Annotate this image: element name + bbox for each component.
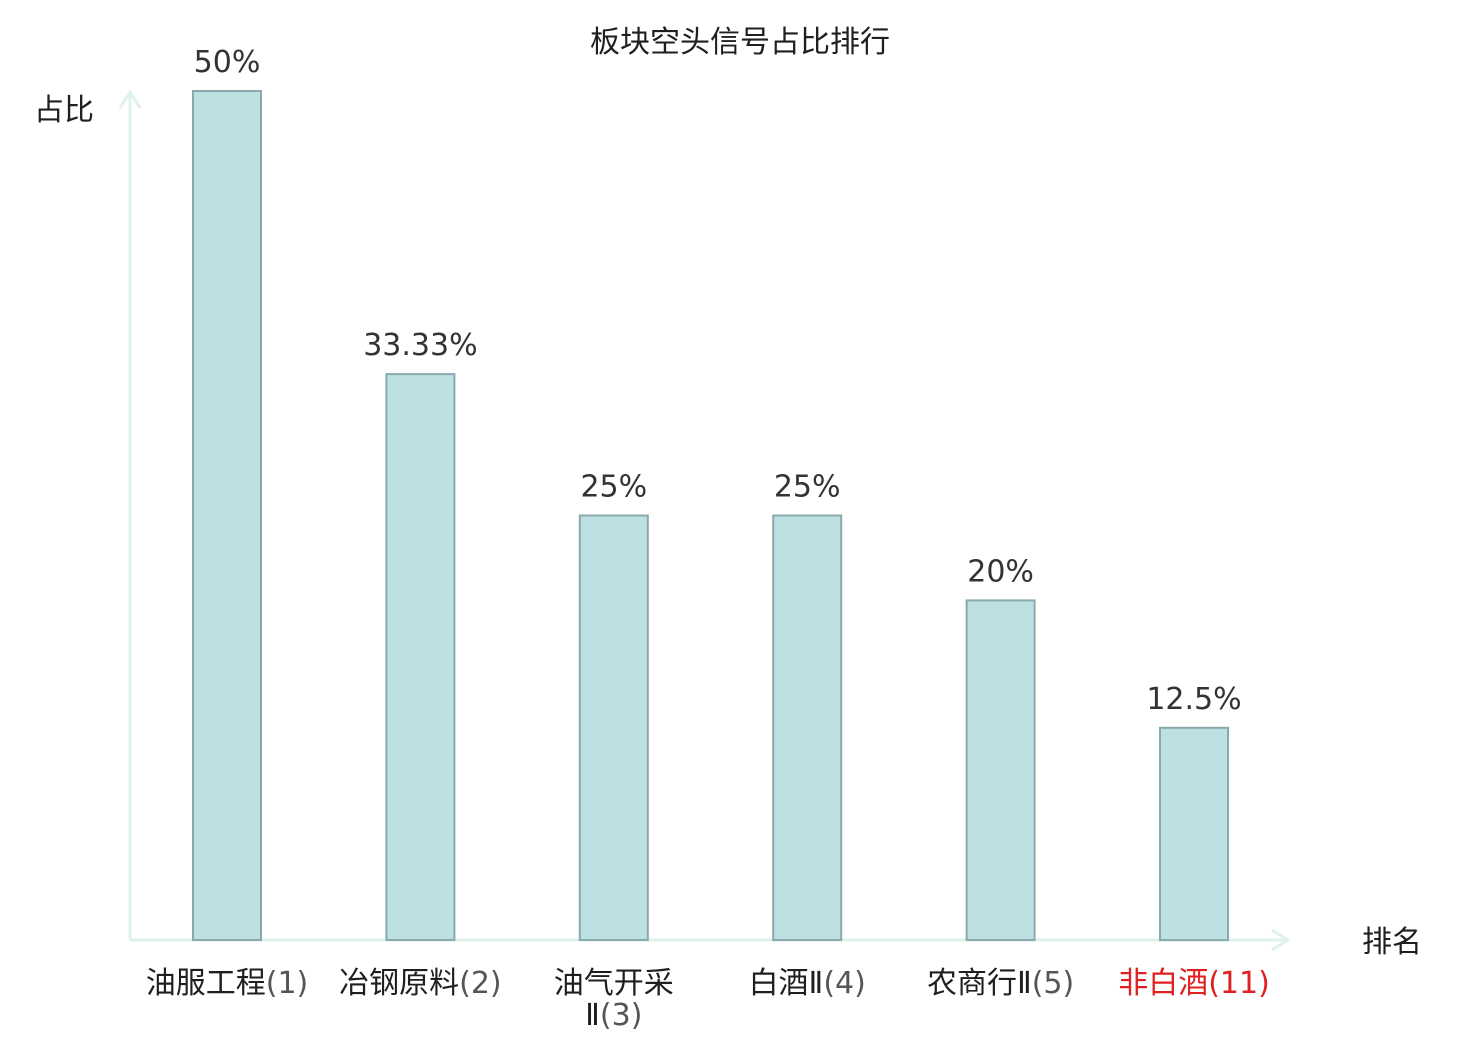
x-axis-arrow-icon: [1271, 928, 1291, 952]
value-label-3: 25%: [580, 470, 647, 505]
category-label-2: 冶钢原料(2): [339, 966, 502, 1001]
axes: [118, 89, 1291, 952]
chart-title: 板块空头信号占比排行: [590, 25, 890, 60]
value-label-4: 25%: [774, 470, 841, 505]
category-labels: 油服工程(1) 冶钢原料(2) 油气开采 Ⅱ(3) 白酒Ⅱ(4) 农商行Ⅱ(5) 非白酒(1…: [146, 966, 1270, 1033]
bars: [192, 90, 1229, 942]
value-label-6: 12.5%: [1146, 682, 1241, 717]
y-axis-label: 占比: [34, 93, 94, 128]
category-label-4: 白酒Ⅱ(4): [749, 966, 866, 1001]
category-label-5: 农商行Ⅱ(5): [927, 966, 1074, 1001]
value-label-5: 20%: [967, 554, 1034, 589]
category-label-1: 油服工程(1): [146, 966, 309, 1001]
category-label-3: 油气开采 Ⅱ(3): [554, 966, 674, 1033]
bar-3: [578, 514, 649, 941]
bar-4: [772, 514, 843, 941]
bar-2: [385, 373, 456, 942]
value-label-2: 33.33%: [363, 328, 477, 363]
y-axis-arrow-icon: [118, 89, 142, 109]
bar-5: [965, 599, 1036, 942]
value-labels: 50% 33.33% 25% 25% 20% 12.5%: [194, 45, 1242, 717]
bar-1: [192, 90, 262, 941]
value-label-1: 50%: [194, 45, 261, 80]
x-axis-label: 排名: [1362, 925, 1422, 960]
category-label-6: 非白酒(11): [1118, 966, 1270, 1001]
bar-6: [1159, 726, 1229, 942]
